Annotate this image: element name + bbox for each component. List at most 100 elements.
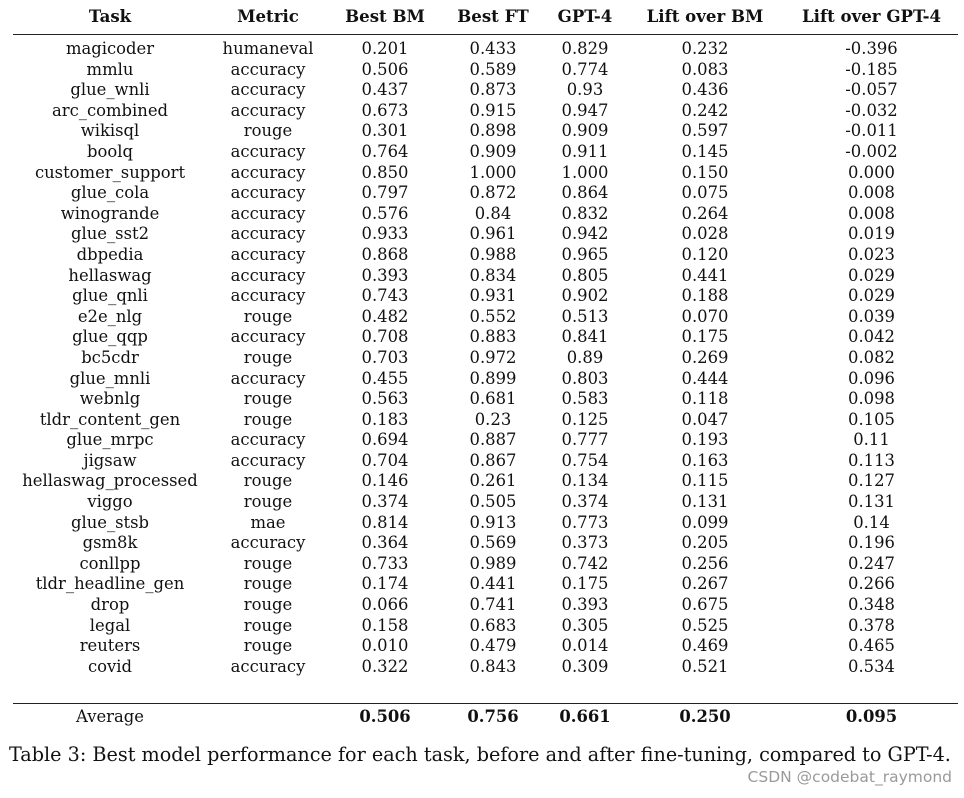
cell-gpt4: 0.841 bbox=[561, 327, 609, 347]
cell-lift-over-bm: 0.163 bbox=[681, 450, 729, 470]
cell-best-bm: 0.201 bbox=[361, 39, 409, 58]
cell-best-ft: 0.898 bbox=[469, 121, 517, 141]
cell-task: arc_combined bbox=[51, 100, 169, 120]
cell-gpt4: 0.774 bbox=[561, 59, 609, 79]
table-row: drop rouge 0.066 0.741 0.393 0.675 0.348 bbox=[13, 595, 958, 616]
cell-best-ft: 0.479 bbox=[469, 636, 517, 656]
cell-best-ft: 0.887 bbox=[469, 430, 517, 450]
table-row: mmlu accuracy 0.506 0.589 0.774 0.083 -0.185 bbox=[13, 60, 958, 81]
cell-metric: accuracy bbox=[230, 100, 306, 120]
table-row: gsm8k accuracy 0.364 0.569 0.373 0.205 0.196 bbox=[13, 533, 958, 554]
cell-gpt4: 0.773 bbox=[561, 512, 609, 532]
cell-lift-over-bm: 0.675 bbox=[681, 595, 729, 615]
cell-metric: rouge bbox=[243, 389, 293, 409]
cell-best-ft: 0.834 bbox=[469, 265, 517, 285]
cell-metric: rouge bbox=[243, 121, 293, 141]
cell-best-bm: 0.301 bbox=[361, 121, 409, 141]
cell-gpt4: 0.754 bbox=[561, 450, 609, 470]
cell-lift-over-bm: 0.115 bbox=[681, 471, 729, 491]
cell-gpt4: 1.000 bbox=[561, 162, 609, 182]
cell-task: gsm8k bbox=[82, 533, 138, 553]
cell-best-ft: 0.741 bbox=[469, 595, 517, 615]
cell-task: webnlg bbox=[79, 389, 141, 409]
cell-best-bm: 0.374 bbox=[361, 492, 409, 512]
cell-lift-over-bm: 0.150 bbox=[681, 162, 729, 182]
column-header-gpt4: GPT-4 bbox=[557, 6, 613, 26]
cell-best-ft: 0.909 bbox=[469, 141, 517, 161]
column-header-best-ft: Best FT bbox=[457, 6, 529, 26]
cell-metric: accuracy bbox=[230, 183, 306, 203]
cell-best-ft: 0.843 bbox=[469, 656, 517, 676]
cell-best-ft: 0.505 bbox=[469, 492, 517, 512]
cell-lift-over-bm: 0.120 bbox=[681, 244, 729, 264]
cell-lift-over-gpt4: 0.127 bbox=[848, 471, 895, 491]
cell-metric: accuracy bbox=[230, 80, 306, 100]
cell-task: wikisql bbox=[80, 121, 140, 141]
cell-lift-over-bm: 0.256 bbox=[681, 553, 729, 573]
column-header-lift-over-gpt4: Lift over GPT-4 bbox=[801, 6, 942, 26]
cell-lift-over-gpt4: 0.008 bbox=[848, 183, 895, 203]
cell-lift-over-gpt4: 0.105 bbox=[848, 409, 895, 429]
cell-best-bm: 0.933 bbox=[361, 224, 409, 244]
cell-lift-over-bm: 0.047 bbox=[681, 409, 729, 429]
cell-gpt4: 0.829 bbox=[561, 39, 609, 58]
cell-task: tldr_content_gen bbox=[39, 409, 181, 429]
cell-lift-over-gpt4: 0.029 bbox=[848, 265, 895, 285]
average-row: Average 0.506 0.756 0.661 0.250 0.095 bbox=[13, 707, 958, 728]
table-caption: Table 3: Best model performance for each… bbox=[9, 743, 951, 766]
cell-lift-over-bm: 0.070 bbox=[681, 306, 729, 326]
average-rule bbox=[13, 703, 958, 704]
cell-lift-over-bm: 0.597 bbox=[681, 121, 729, 141]
cell-task: hellaswag_processed bbox=[22, 471, 198, 491]
cell-best-ft: 0.23 bbox=[474, 409, 512, 429]
table-row: covid accuracy 0.322 0.843 0.309 0.521 0.534 bbox=[13, 657, 958, 678]
watermark: CSDN @codebat_raymond bbox=[747, 768, 952, 786]
cell-best-bm: 0.010 bbox=[361, 636, 409, 656]
cell-lift-over-bm: 0.188 bbox=[681, 286, 729, 306]
cell-best-bm: 0.576 bbox=[361, 203, 409, 223]
cell-best-bm: 0.393 bbox=[361, 265, 409, 285]
cell-best-bm: 0.850 bbox=[361, 162, 409, 182]
table-row: glue_mnli accuracy 0.455 0.899 0.803 0.444 0.0… bbox=[13, 369, 958, 390]
cell-task: boolq bbox=[87, 141, 133, 161]
cell-task: glue_stsb bbox=[70, 512, 150, 532]
cell-metric: rouge bbox=[243, 636, 293, 656]
table-row: tldr_content_gen rouge 0.183 0.23 0.125 0.047… bbox=[13, 410, 958, 431]
cell-gpt4: 0.909 bbox=[561, 121, 609, 141]
table-row: reuters rouge 0.010 0.479 0.014 0.469 0.465 bbox=[13, 636, 958, 657]
table-row: webnlg rouge 0.563 0.681 0.583 0.118 0.098 bbox=[13, 389, 958, 410]
cell-best-bm: 0.158 bbox=[361, 615, 409, 635]
cell-best-bm: 0.868 bbox=[361, 244, 409, 264]
cell-metric: accuracy bbox=[230, 244, 306, 264]
cell-metric: accuracy bbox=[230, 265, 306, 285]
cell-metric: accuracy bbox=[230, 430, 306, 450]
cell-gpt4: 0.93 bbox=[566, 80, 604, 100]
cell-gpt4: 0.947 bbox=[561, 100, 609, 120]
cell-task: glue_sst2 bbox=[70, 224, 150, 244]
cell-lift-over-gpt4: 0.266 bbox=[848, 574, 895, 594]
cell-task: winogrande bbox=[60, 203, 160, 223]
column-header-lift-over-bm: Lift over BM bbox=[646, 6, 764, 26]
cell-best-bm: 0.563 bbox=[361, 389, 409, 409]
cell-task: legal bbox=[89, 615, 131, 635]
cell-best-bm: 0.733 bbox=[361, 553, 409, 573]
cell-lift-over-bm: 0.118 bbox=[681, 389, 729, 409]
cell-lift-over-gpt4: 0.196 bbox=[848, 533, 895, 553]
cell-best-ft: 0.988 bbox=[469, 244, 517, 264]
cell-task: magicoder bbox=[65, 39, 155, 58]
cell-gpt4: 0.911 bbox=[561, 141, 609, 161]
table-row: arc_combined accuracy 0.673 0.915 0.947 0.242… bbox=[13, 101, 958, 122]
average-best-ft: 0.756 bbox=[467, 707, 519, 726]
cell-lift-over-gpt4: 0.14 bbox=[853, 512, 890, 532]
cell-lift-over-gpt4: 0.000 bbox=[848, 162, 895, 182]
cell-lift-over-gpt4: 0.008 bbox=[848, 203, 895, 223]
cell-metric: accuracy bbox=[230, 450, 306, 470]
cell-best-ft: 0.899 bbox=[469, 368, 517, 388]
cell-metric: rouge bbox=[243, 553, 293, 573]
table-row: glue_cola accuracy 0.797 0.872 0.864 0.075 0.0… bbox=[13, 183, 958, 204]
cell-metric: rouge bbox=[243, 306, 293, 326]
cell-lift-over-gpt4: 0.11 bbox=[853, 430, 890, 450]
cell-gpt4: 0.305 bbox=[561, 615, 609, 635]
cell-task: customer_support bbox=[34, 162, 186, 182]
cell-metric: accuracy bbox=[230, 203, 306, 223]
